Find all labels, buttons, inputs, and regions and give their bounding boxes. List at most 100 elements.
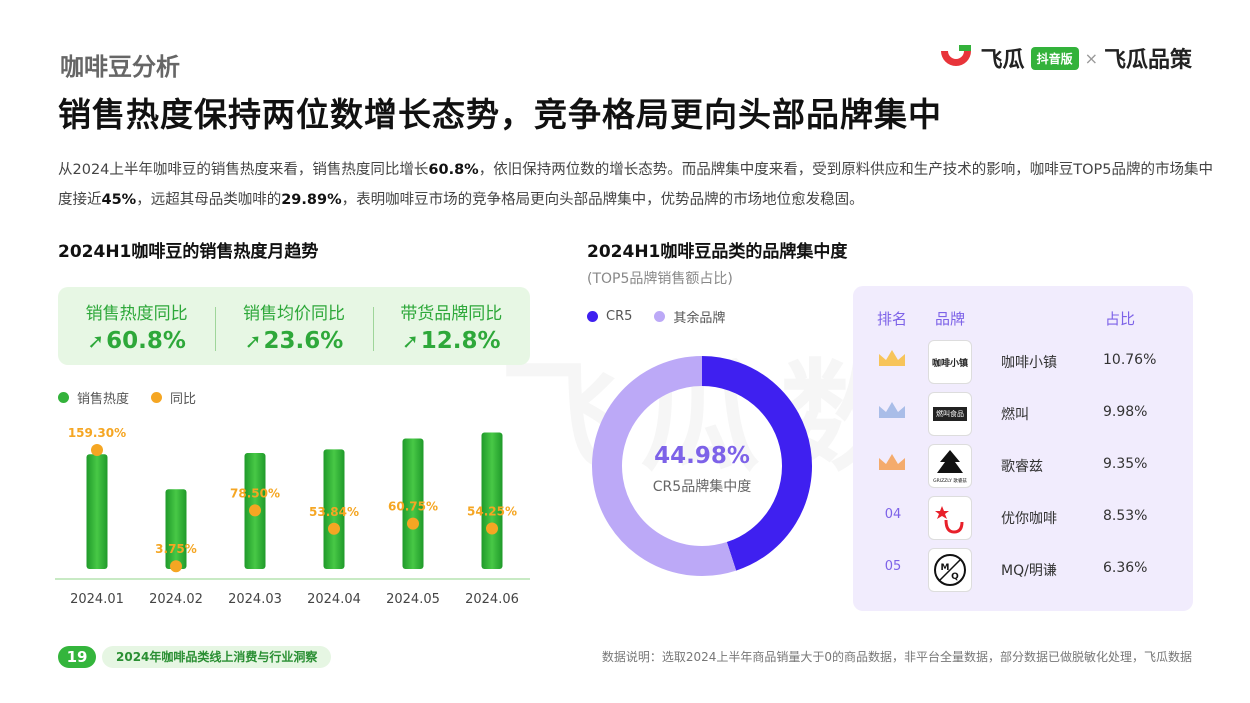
bar-chart: 159.30% 2024.01 3.75% 2024.02 78.50% 2024.03 5… — [55, 426, 530, 607]
bar — [323, 449, 345, 569]
brand-logo: M Q — [928, 548, 972, 592]
brand-logo: 咖啡小镇 — [928, 340, 972, 384]
left-chart-title: 2024H1咖啡豆的销售热度月趋势 — [58, 242, 319, 262]
tick-label: 2024.06 — [465, 592, 519, 607]
share-header: 占比 — [1105, 310, 1136, 328]
right-chart-subtitle: (TOP5品牌销售额占比) — [587, 271, 733, 287]
kpi-label: 销售热度同比 — [85, 303, 188, 324]
svg-text:M: M — [941, 563, 950, 573]
brand-logo: GRIZZLY 歌睿兹 — [928, 444, 972, 488]
brand-logo: 燃叫食品 — [928, 392, 972, 436]
brand-share: 8.53% — [1103, 508, 1148, 524]
bar — [481, 432, 503, 569]
page-title: 销售热度保持两位数增长态势，竞争格局更向头部品牌集中 — [58, 95, 942, 134]
table-row: 咖啡小镇 咖啡小镇 10.76% — [853, 338, 1193, 386]
kpi-value: 12.8% — [420, 327, 501, 354]
tick-label: 2024.01 — [70, 592, 124, 607]
tick-label: 2024.04 — [307, 592, 361, 607]
point — [407, 517, 419, 530]
slice-cr5 — [701, 356, 812, 571]
report-name: 2024年咖啡品类线上消费与行业洞察 — [102, 646, 332, 668]
kpi-label: 销售均价同比 — [242, 303, 345, 324]
kpi-avg-price: 销售均价同比 ➚23.6% — [215, 299, 372, 354]
right-chart-legend: CR5 其余品牌 — [587, 307, 747, 326]
point — [486, 522, 498, 535]
donut-center-value: 44.98% — [654, 443, 750, 469]
rank-number: 05 — [884, 559, 902, 574]
brand-header: 品牌 — [935, 310, 966, 328]
brand-rank-panel: 排名 品牌 占比 咖啡小镇 咖啡小镇 10.76% 燃叫食品 燃叫 9.98% … — [853, 286, 1193, 611]
silver-crown-icon — [879, 402, 905, 418]
section-label: 咖啡豆分析 — [60, 53, 180, 81]
right-chart-title: 2024H1咖啡豆品类的品牌集中度 — [587, 242, 848, 262]
intro-value-1: 60.8% — [428, 162, 479, 178]
brand-name: 歌睿兹 — [1001, 459, 1043, 475]
data-note: 数据说明：选取2024上半年商品销量大于0的商品数据，非平台全量数据，部分数据已… — [601, 650, 1192, 664]
arrow-up-icon: ➚ — [402, 328, 419, 353]
mq-logo-icon: M Q — [934, 554, 966, 586]
point — [249, 504, 261, 517]
kpi-box: 销售热度同比 ➚60.8% 销售均价同比 ➚23.6% 带货品牌同比 ➚12.8… — [58, 287, 530, 365]
bronze-crown-icon — [879, 454, 905, 470]
point — [91, 443, 103, 456]
svg-text:Q: Q — [951, 572, 959, 582]
data-label: 60.75% — [388, 500, 438, 514]
brand-name: 燃叫 — [1001, 407, 1029, 423]
data-label: 3.75% — [155, 542, 197, 556]
table-row: 05 M Q MQ/明谦 6.36% — [853, 546, 1193, 594]
rank-number: 04 — [884, 507, 902, 522]
kpi-sales-heat: 销售热度同比 ➚60.8% — [58, 299, 215, 354]
legend-dot — [654, 311, 666, 322]
intro-value-2: 45% — [101, 192, 137, 208]
gold-crown-icon — [879, 350, 905, 366]
grizzly-logo-icon: GRIZZLY 歌睿兹 — [933, 450, 967, 484]
logo-x: × — [1084, 48, 1098, 68]
legend-item-others: 其余品牌 — [654, 307, 725, 326]
legend-dot — [58, 392, 69, 403]
data-label: 54.25% — [467, 504, 517, 518]
brand-share: 6.36% — [1103, 560, 1148, 576]
brand-logo — [928, 496, 972, 540]
brand-logo-text: 燃叫食品 — [933, 407, 967, 421]
brand-name: 优你咖啡 — [1001, 511, 1057, 527]
left-chart-legend: 销售热度 同比 — [58, 388, 218, 407]
intro-text-2: ，依旧保持两位数的增长态势。而品牌集中度来看，受到原料供应和生产技术的影响，咖啡… — [58, 162, 1213, 208]
kpi-brands: 带货品牌同比 ➚12.8% — [372, 299, 530, 354]
bar — [165, 489, 187, 569]
donut-chart — [592, 356, 812, 576]
tick-label: 2024.03 — [228, 592, 282, 607]
legend-label: 销售热度 — [77, 392, 130, 407]
logo-brand2: 飞瓜品策 — [1103, 48, 1192, 73]
intro-value-3: 29.89% — [281, 192, 342, 208]
data-label: 53.84% — [309, 505, 359, 519]
legend-item-cr5: CR5 — [587, 309, 632, 324]
brand-logo-text: GRIZZLY 歌睿兹 — [933, 477, 967, 484]
feigua-logo-icon — [940, 45, 971, 66]
youni-logo-icon — [935, 506, 964, 534]
point — [328, 522, 340, 535]
intro-paragraph: 从2024上半年咖啡豆的销售热度来看，销售热度同比增长60.8%，依旧保持两位数… — [58, 155, 1218, 215]
arrow-up-icon: ➚ — [87, 328, 105, 353]
point — [170, 560, 182, 573]
page-number: 19 — [58, 646, 96, 668]
tick-label: 2024.02 — [149, 592, 203, 607]
data-label: 78.50% — [230, 486, 280, 500]
intro-text-1: 从2024上半年咖啡豆的销售热度来看，销售热度同比增长 — [58, 162, 429, 178]
donut-center-label: CR5品牌集中度 — [652, 479, 752, 495]
legend-dot — [151, 392, 163, 403]
tick-label: 2024.05 — [386, 592, 440, 607]
brand-logo-text: 咖啡小镇 — [931, 358, 968, 369]
legend-dot — [587, 311, 598, 322]
bar — [86, 454, 108, 569]
legend-label: 同比 — [170, 392, 197, 407]
logo-brand1: 飞瓜 — [980, 48, 1025, 73]
arrow-up-icon: ➚ — [244, 328, 262, 353]
kpi-value: 23.6% — [263, 327, 344, 354]
table-row: GRIZZLY 歌睿兹 歌睿兹 9.35% — [853, 442, 1193, 490]
kpi-value: 60.8% — [106, 327, 186, 354]
logo-badge: 抖音版 — [1030, 46, 1079, 70]
legend-item-heat: 销售热度 — [58, 388, 129, 407]
brand-share: 10.76% — [1103, 352, 1157, 368]
brand-name: MQ/明谦 — [1001, 563, 1057, 579]
brand-share: 9.35% — [1103, 456, 1148, 472]
